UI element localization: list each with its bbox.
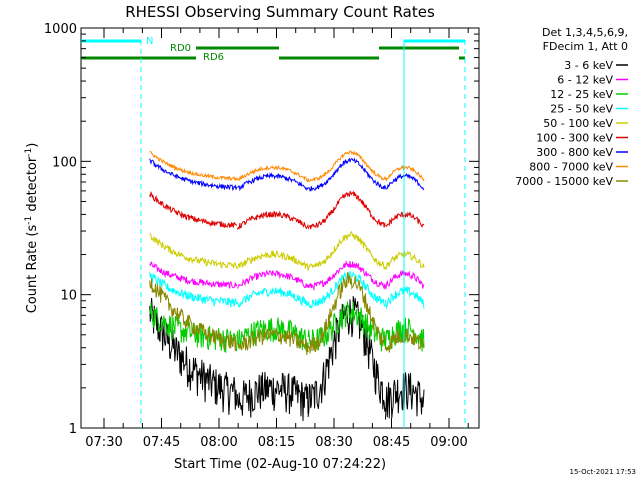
- series-line-5: [149, 190, 425, 230]
- plot-area: N RD0 RD6: [80, 27, 480, 429]
- x-tick-label: 08:15: [258, 435, 295, 450]
- legend-entry-label: 3 - 6 keV: [564, 59, 613, 72]
- y-axis-label-mid: detector: [25, 156, 40, 216]
- legend-entry-label: 50 - 100 keV: [543, 117, 613, 130]
- y-tick-label: 10: [60, 289, 77, 304]
- plot-frame: [80, 27, 480, 429]
- legend-header-2: FDecim 1, Att 0: [543, 40, 628, 53]
- x-tick-label: 07:30: [85, 435, 122, 450]
- y-tick-label: 100: [52, 155, 77, 170]
- x-tick-label: 08:45: [373, 435, 410, 450]
- x-axis: 07:30 07:45 08:00 08:15 08:30 08:45 09:00: [85, 28, 469, 450]
- x-tick-label: 08:30: [315, 435, 352, 450]
- x-tick-label: 07:45: [143, 435, 180, 450]
- status-bar-label-rd0: RD0: [170, 43, 191, 54]
- orbit-markers: [140, 40, 466, 428]
- series-line-6: [149, 157, 425, 192]
- legend-header-1: Det 1,3,4,5,6,9,: [542, 26, 628, 39]
- x-tick-label: 08:00: [200, 435, 237, 450]
- status-bar-label-rd6: RD6: [203, 52, 224, 63]
- series-line-8: [149, 272, 425, 356]
- legend-entry-label: 100 - 300 keV: [536, 132, 613, 145]
- series-line-2: [149, 301, 425, 353]
- series-line-1: [149, 260, 425, 292]
- y-axis-label-prefix: Count Rate (s: [25, 225, 40, 314]
- legend-entry-label: 25 - 50 keV: [550, 103, 613, 116]
- x-axis-label: Start Time (02-Aug-10 07:24:22): [174, 457, 386, 472]
- series-line-4: [149, 230, 425, 272]
- legend-entry-label: 6 - 12 keV: [557, 74, 613, 87]
- y-axis: 1 10 100 1000: [44, 22, 479, 437]
- y-tick-label: 1000: [44, 22, 77, 37]
- legend-entry-label: 12 - 25 keV: [550, 88, 613, 101]
- footer-timestamp: 15-Oct-2021 17:53: [570, 468, 636, 476]
- series-line-7: [149, 149, 425, 183]
- series-line-0: [149, 296, 425, 422]
- legend-entry-label: 300 - 800 keV: [536, 146, 613, 159]
- y-axis-label-sup-1: -1: [24, 216, 34, 225]
- legend: Det 1,3,4,5,6,9, FDecim 1, Att 0 3 - 6 k…: [515, 26, 628, 188]
- y-tick-label: 1: [69, 422, 77, 437]
- series-lines: [149, 149, 425, 422]
- y-axis-label-suffix: ): [25, 143, 40, 148]
- status-bars: N RD0 RD6: [81, 36, 465, 63]
- legend-entry-label: 800 - 7000 keV: [529, 161, 613, 174]
- y-axis-label: Count Rate (s-1 detector-1): [24, 143, 40, 314]
- x-tick-label: 09:00: [430, 435, 467, 450]
- series-line-3: [149, 270, 425, 310]
- legend-entry-label: 7000 - 15000 keV: [515, 175, 613, 188]
- y-axis-label-sup-2: -1: [24, 148, 34, 157]
- status-bar-label-n: N: [146, 36, 153, 47]
- chart-title: RHESSI Observing Summary Count Rates: [125, 3, 435, 21]
